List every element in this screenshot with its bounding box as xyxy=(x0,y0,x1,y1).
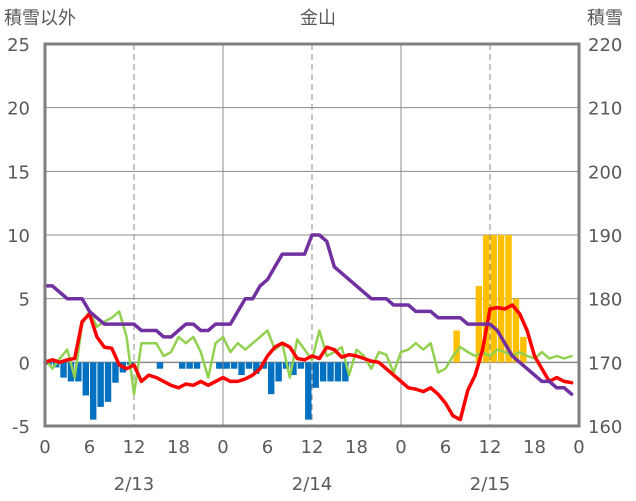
bar-negative xyxy=(275,362,282,382)
y-tick-left: 0 xyxy=(19,353,30,374)
bar-negative xyxy=(112,362,119,383)
bar-negative xyxy=(75,362,82,382)
y-tick-right: 160 xyxy=(588,417,622,438)
bar-negative xyxy=(290,362,297,376)
left-axis-title: 積雪以外 xyxy=(4,8,76,29)
date-label: 2/15 xyxy=(470,474,510,495)
left-axis-ticks: 25 20 15 10 5 0 -5 xyxy=(7,35,30,438)
x-tick: 0 xyxy=(39,437,50,458)
plot-frame xyxy=(43,42,581,428)
x-tick: 12 xyxy=(123,437,146,458)
x-tick: 18 xyxy=(523,437,546,458)
y-tick-left: 15 xyxy=(7,162,30,183)
y-tick-left: 25 xyxy=(7,35,30,56)
date-labels: 2/13 2/14 2/15 xyxy=(114,474,510,495)
bar-negative xyxy=(268,362,275,395)
series-line-snow-depth xyxy=(43,233,574,396)
bar-negative xyxy=(312,362,319,388)
date-label: 2/13 xyxy=(114,474,154,495)
bar-positive xyxy=(497,235,505,363)
y-tick-left: -5 xyxy=(12,417,30,438)
chart-title: 金山 xyxy=(300,8,336,29)
bar-negative xyxy=(223,362,230,369)
x-tick: 6 xyxy=(440,437,451,458)
bar-positive xyxy=(512,298,520,363)
bar-negative xyxy=(238,362,245,376)
bar-positive xyxy=(490,235,497,363)
y-tick-right: 170 xyxy=(588,353,622,374)
bar-negative xyxy=(216,362,223,369)
bar-positive xyxy=(453,330,460,363)
bar-negative xyxy=(186,362,193,369)
y-tick-left: 20 xyxy=(7,99,30,120)
y-tick-left: 5 xyxy=(19,290,30,311)
bar-negative xyxy=(67,362,75,382)
x-tick: 12 xyxy=(301,437,324,458)
bar-negative xyxy=(245,362,253,369)
y-tick-right: 190 xyxy=(588,226,622,247)
bar-negative xyxy=(193,362,201,369)
series-line-wind xyxy=(43,310,573,396)
x-axis-ticks: 0 6 12 18 0 6 12 18 0 6 12 18 0 xyxy=(39,437,584,458)
bar-negative xyxy=(334,362,342,382)
x-tick: 0 xyxy=(395,437,406,458)
x-tick: 6 xyxy=(84,437,95,458)
y-tick-right: 220 xyxy=(588,35,622,56)
y-tick-right: 210 xyxy=(588,99,622,120)
x-tick: 0 xyxy=(573,437,584,458)
bar-negative xyxy=(104,362,112,402)
x-tick: 18 xyxy=(167,437,190,458)
bar-negative xyxy=(60,362,67,378)
bar-positive xyxy=(483,235,490,363)
date-label: 2/14 xyxy=(292,474,332,495)
x-tick: 0 xyxy=(217,437,228,458)
bar-positive xyxy=(520,336,527,363)
bar-negative xyxy=(179,362,186,369)
bar-negative xyxy=(297,362,305,369)
x-tick: 6 xyxy=(262,437,273,458)
bar-negative xyxy=(82,362,89,396)
bar-negative xyxy=(253,362,260,374)
series-line-temperature xyxy=(43,303,574,422)
y-tick-left: 10 xyxy=(7,226,30,247)
series-lines xyxy=(43,233,574,422)
bar-positive xyxy=(505,235,512,363)
bar-negative xyxy=(90,362,97,420)
bar-negative xyxy=(305,362,312,420)
right-axis-ticks: 220 210 200 190 180 170 160 xyxy=(588,35,622,438)
bar-negative xyxy=(230,362,238,369)
bar-negative xyxy=(97,362,104,407)
y-tick-right: 180 xyxy=(588,290,622,311)
bar-negative xyxy=(319,362,327,382)
bar-negative xyxy=(156,362,164,369)
bar-negative xyxy=(342,362,349,382)
x-tick: 12 xyxy=(479,437,502,458)
bar-negative xyxy=(327,362,334,382)
x-tick: 18 xyxy=(345,437,368,458)
bars xyxy=(45,235,527,420)
right-axis-title: 積雪 xyxy=(587,8,623,29)
y-tick-right: 200 xyxy=(588,162,622,183)
